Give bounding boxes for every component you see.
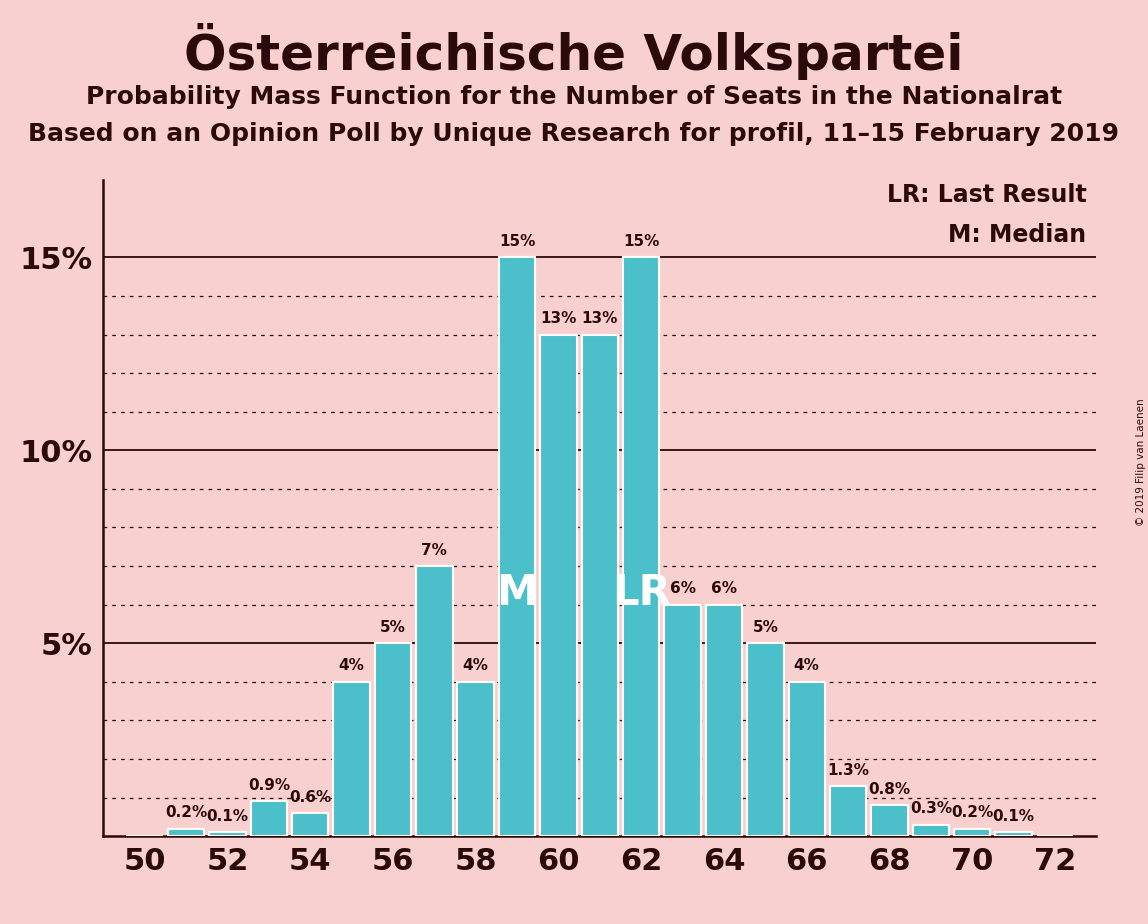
- Bar: [665, 604, 700, 836]
- Text: 15%: 15%: [623, 234, 659, 249]
- Text: 1.3%: 1.3%: [827, 762, 869, 778]
- Text: 0.1%: 0.1%: [207, 808, 248, 824]
- Text: 6%: 6%: [669, 581, 696, 596]
- Bar: [582, 334, 618, 836]
- Bar: [499, 258, 535, 836]
- Bar: [250, 801, 287, 836]
- Text: 4%: 4%: [463, 659, 489, 674]
- Text: LR: LR: [612, 572, 670, 614]
- Text: 0.8%: 0.8%: [868, 782, 910, 796]
- Bar: [954, 829, 991, 836]
- Bar: [168, 829, 204, 836]
- Text: Based on an Opinion Poll by Unique Research for profil, 11–15 February 2019: Based on an Opinion Poll by Unique Resea…: [29, 122, 1119, 146]
- Bar: [458, 682, 494, 836]
- Text: 15%: 15%: [499, 234, 535, 249]
- Bar: [541, 334, 576, 836]
- Bar: [913, 824, 949, 836]
- Text: 13%: 13%: [582, 311, 618, 326]
- Bar: [333, 682, 370, 836]
- Bar: [789, 682, 825, 836]
- Text: LR: Last Result: LR: Last Result: [886, 184, 1086, 208]
- Bar: [830, 786, 867, 836]
- Bar: [416, 566, 452, 836]
- Bar: [995, 833, 1032, 836]
- Text: 5%: 5%: [752, 620, 778, 635]
- Bar: [292, 813, 328, 836]
- Text: 4%: 4%: [339, 659, 365, 674]
- Text: M: Median: M: Median: [948, 223, 1086, 247]
- Text: Probability Mass Function for the Number of Seats in the Nationalrat: Probability Mass Function for the Number…: [86, 85, 1062, 109]
- Bar: [623, 258, 659, 836]
- Bar: [374, 643, 411, 836]
- Text: 13%: 13%: [541, 311, 576, 326]
- Bar: [747, 643, 784, 836]
- Text: 0.3%: 0.3%: [909, 801, 952, 816]
- Text: 0.2%: 0.2%: [951, 805, 993, 820]
- Text: 5%: 5%: [380, 620, 406, 635]
- Text: 6%: 6%: [711, 581, 737, 596]
- Text: 0.9%: 0.9%: [248, 778, 290, 793]
- Text: Österreichische Volkspartei: Österreichische Volkspartei: [184, 23, 964, 80]
- Text: 0.2%: 0.2%: [165, 805, 207, 820]
- Bar: [871, 806, 908, 836]
- Text: 7%: 7%: [421, 542, 448, 557]
- Bar: [209, 833, 246, 836]
- Bar: [706, 604, 742, 836]
- Text: © 2019 Filip van Laenen: © 2019 Filip van Laenen: [1135, 398, 1146, 526]
- Text: 0.1%: 0.1%: [993, 808, 1034, 824]
- Text: 4%: 4%: [793, 659, 820, 674]
- Text: M: M: [496, 572, 537, 614]
- Text: 0.6%: 0.6%: [289, 790, 332, 805]
